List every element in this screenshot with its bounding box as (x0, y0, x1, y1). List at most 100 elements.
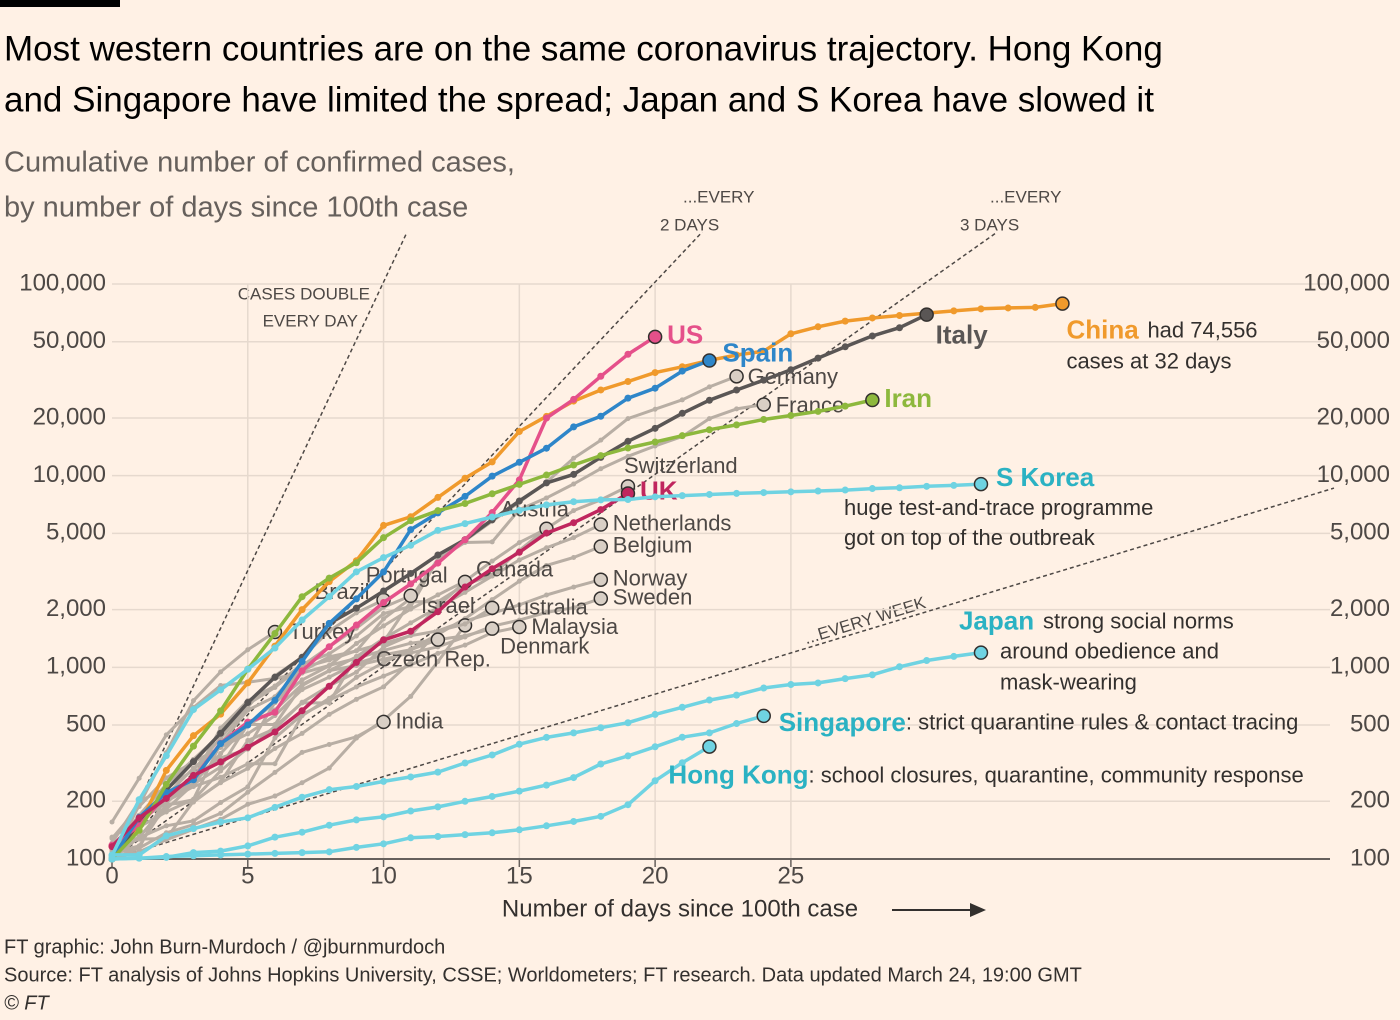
subtitle: by number of days since 100th case (4, 192, 468, 224)
data-point (787, 330, 795, 338)
doubling-line (111, 231, 408, 860)
data-point (407, 517, 415, 525)
data-point (326, 657, 332, 663)
data-point (381, 673, 387, 679)
data-point (244, 721, 252, 729)
y-tick-label-right: 200 (1350, 787, 1390, 814)
y-tick-label: 10,000 (33, 461, 106, 488)
x-tick-label: 25 (778, 862, 805, 889)
y-tick-label-right: 100 (1350, 844, 1390, 871)
data-point (408, 606, 414, 612)
data-point (162, 794, 170, 802)
data-point (189, 742, 197, 750)
data-point (515, 548, 523, 556)
data-point (733, 421, 741, 429)
data-point (380, 777, 388, 785)
data-point (570, 395, 578, 403)
data-point (651, 743, 659, 751)
data-point (352, 843, 360, 851)
data-point (434, 559, 442, 567)
data-point (218, 800, 224, 806)
series-label: Hong Kong (668, 759, 808, 789)
data-point (651, 493, 659, 501)
data-point (896, 484, 904, 492)
series-note: strong social norms (1043, 608, 1234, 633)
end-marker (702, 353, 717, 368)
x-tick-label: 10 (370, 862, 397, 889)
footer: Source: FT analysis of Johns Hopkins Uni… (4, 964, 1082, 986)
data-point (217, 729, 225, 737)
data-point (380, 813, 388, 821)
data-point (434, 507, 442, 515)
series-label: Israel (421, 593, 475, 618)
data-point (488, 829, 496, 837)
data-point (488, 513, 496, 521)
data-point (407, 541, 415, 549)
data-point (543, 609, 549, 615)
data-point (163, 801, 169, 807)
data-point (435, 603, 441, 609)
series-label: Norway (613, 566, 688, 591)
end-marker (702, 739, 717, 754)
data-point (272, 684, 278, 690)
subtitle: Cumulative number of confirmed cases, (4, 147, 515, 179)
data-point (407, 807, 415, 815)
data-point (352, 595, 360, 603)
data-point (162, 780, 170, 788)
footer: © FT (4, 992, 51, 1014)
y-tick-label: 100,000 (19, 269, 106, 296)
data-point (353, 669, 359, 675)
y-tick-label: 20,000 (33, 403, 106, 430)
data-point (705, 396, 713, 404)
data-point (651, 438, 659, 446)
data-point (434, 803, 442, 811)
data-point (244, 842, 252, 850)
series-label: Denmark (500, 633, 590, 658)
data-point (190, 798, 196, 804)
series-label: Japan (959, 606, 1034, 636)
data-point (271, 630, 279, 638)
data-point (462, 589, 468, 595)
y-tick-label-right: 100,000 (1303, 269, 1390, 296)
data-point (435, 650, 441, 656)
data-point (624, 437, 632, 445)
data-point (868, 332, 876, 340)
series-label: S Korea (996, 462, 1095, 492)
data-point (597, 496, 605, 504)
data-point (705, 729, 713, 737)
data-point (271, 833, 279, 841)
data-point (298, 828, 306, 836)
doubling-label: CASES DOUBLE (238, 284, 370, 303)
data-point (190, 818, 196, 824)
data-point (245, 738, 251, 744)
data-point (271, 803, 279, 811)
data-point (380, 568, 388, 576)
data-point (245, 647, 251, 653)
data-point (733, 720, 741, 728)
data-point (814, 354, 822, 362)
data-point (461, 536, 469, 544)
series-label: UK (640, 475, 678, 505)
data-point (651, 369, 659, 377)
data-point (299, 730, 305, 736)
data-point (353, 648, 359, 654)
y-tick-label-right: 10,000 (1317, 461, 1390, 488)
data-point (244, 699, 252, 707)
data-point (272, 735, 278, 741)
data-point (353, 674, 359, 680)
data-point (325, 682, 333, 690)
series-label: Spain (722, 337, 793, 367)
data-point (190, 698, 196, 704)
data-point (408, 662, 414, 668)
data-point (571, 508, 577, 514)
data-point (163, 823, 169, 829)
data-point (163, 809, 169, 815)
data-point (353, 610, 359, 616)
end-marker (865, 392, 880, 408)
x-tick-label: 20 (642, 862, 669, 889)
data-point (488, 565, 496, 573)
y-tick-label: 1,000 (46, 653, 106, 680)
y-tick-label: 5,000 (46, 519, 106, 546)
data-point (678, 409, 686, 417)
